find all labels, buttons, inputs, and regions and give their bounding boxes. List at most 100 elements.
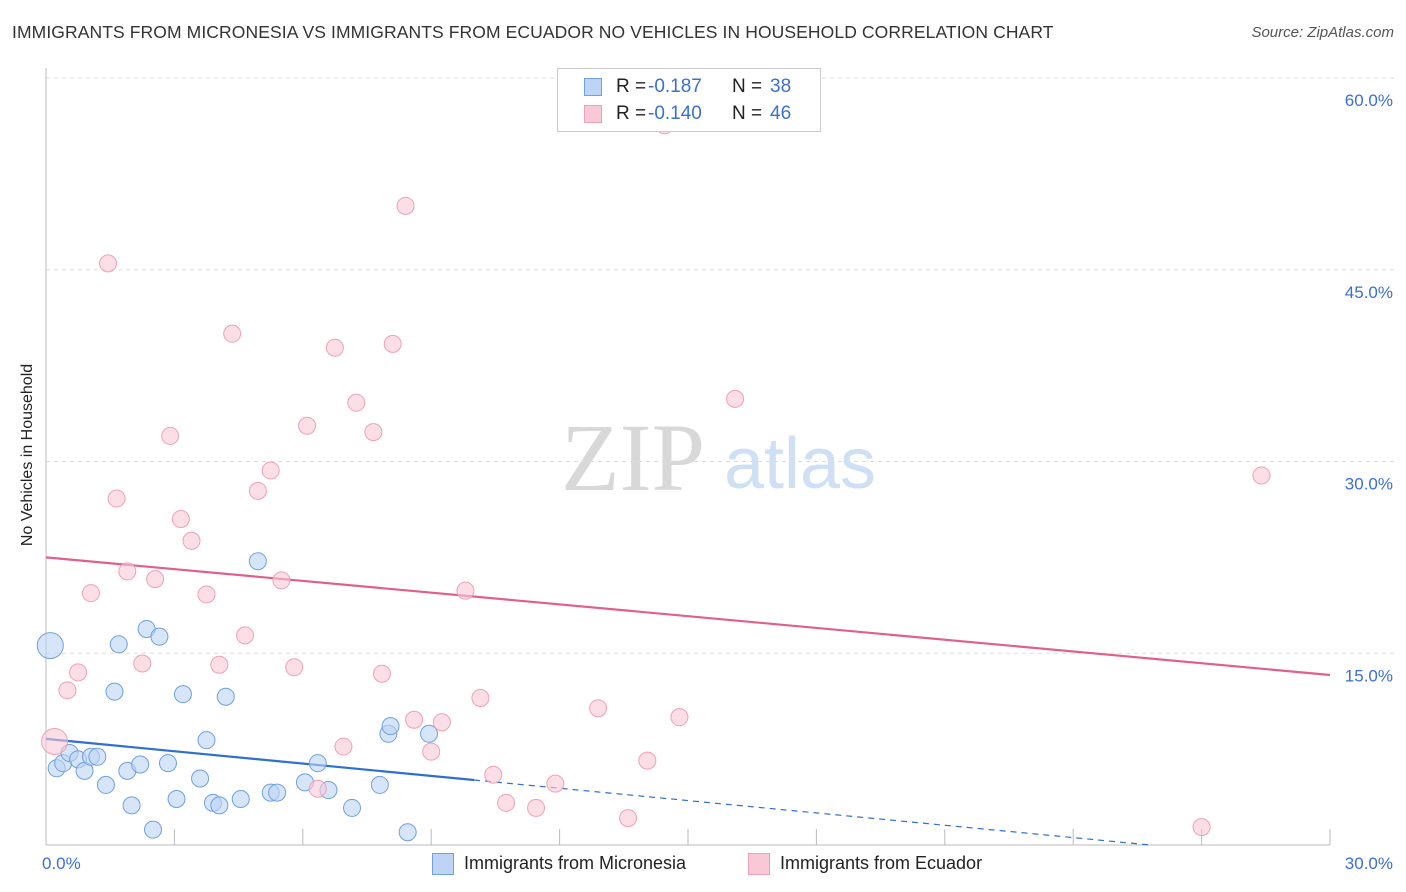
micronesia-point — [122, 796, 141, 815]
micronesia-point — [308, 754, 327, 773]
micronesia-point — [216, 687, 235, 706]
micronesia-point — [131, 755, 150, 774]
ecuador-point — [364, 423, 383, 442]
r-value-micronesia: -0.187 — [648, 76, 702, 97]
micronesia-point — [158, 754, 177, 773]
n-key-micronesia: N = — [732, 76, 763, 97]
micronesia-point — [343, 798, 362, 817]
micronesia-point — [231, 789, 250, 808]
micronesia-point — [105, 682, 124, 701]
ecuador-point — [171, 510, 190, 529]
ecuador-point — [546, 774, 565, 793]
ecuador-point — [285, 658, 304, 677]
ecuador-point — [456, 581, 475, 600]
ecuador-point — [334, 737, 353, 756]
ecuador-point — [298, 416, 317, 435]
ecuador-point — [272, 571, 291, 590]
ecuador-point — [210, 655, 229, 674]
ecuador-point — [58, 681, 77, 700]
ecuador-point — [197, 585, 216, 604]
ecuador-point — [383, 334, 402, 353]
ecuador-point — [248, 481, 267, 500]
micronesia-swatch — [584, 78, 602, 96]
ecuador-point — [422, 742, 441, 761]
y-tick-label: 15.0% — [1345, 666, 1393, 685]
ecuador-point — [236, 626, 255, 645]
micronesia-point — [150, 627, 169, 646]
micronesia-point — [420, 724, 439, 743]
y-tick-label: 60.0% — [1345, 91, 1393, 110]
ecuador-point — [372, 664, 391, 683]
r-key-micronesia: R = — [616, 76, 647, 97]
chart-title: IMMIGRANTS FROM MICRONESIA VS IMMIGRANTS… — [12, 22, 1054, 42]
n-value-ecuador: 46 — [770, 103, 792, 124]
legend-label-ecuador: Immigrants from Ecuador — [780, 853, 983, 873]
micronesia-point — [96, 775, 115, 794]
r-key-ecuador: R = — [616, 103, 647, 124]
x-tick-label: 0.0% — [42, 854, 81, 873]
ecuador-point — [638, 751, 657, 770]
stats-row-ecuador: R = -0.140 N = 46 — [558, 101, 820, 127]
y-tick-label: 30.0% — [1345, 475, 1393, 494]
stats-legend: R = -0.187 N = 38 R = -0.140 N = 46 — [557, 68, 821, 132]
ecuador-point — [497, 793, 516, 812]
micronesia-point — [210, 796, 229, 815]
ecuador-point — [81, 584, 100, 603]
ecuador-point — [261, 461, 280, 480]
ecuador-point — [396, 196, 415, 215]
stats-row-micronesia: R = -0.187 N = 38 — [558, 74, 820, 100]
ecuador-point — [308, 779, 327, 798]
micronesia-point — [370, 775, 389, 794]
ecuador-point — [182, 531, 201, 550]
ecuador-point — [726, 389, 745, 408]
ecuador-point — [107, 489, 126, 508]
ecuador-point — [347, 393, 366, 412]
r-value-ecuador: -0.140 — [648, 103, 702, 124]
legend-label-micronesia: Immigrants from Micronesia — [464, 853, 687, 873]
ecuador-point — [432, 713, 451, 732]
ecuador-point — [99, 254, 118, 273]
micronesia-point — [167, 789, 186, 808]
ecuador-point — [146, 570, 165, 589]
watermark-atlas: atlas — [724, 424, 876, 504]
micronesia-trend-extension — [473, 779, 1151, 846]
micronesia-trend-line — [45, 737, 475, 782]
micronesia-point — [268, 783, 287, 802]
micronesia-point — [173, 685, 192, 704]
micronesia-point — [381, 717, 400, 736]
ecuador-point — [223, 324, 242, 343]
ecuador-point — [471, 688, 490, 707]
ecuador-trend-line — [45, 556, 1331, 677]
micronesia-point — [398, 823, 417, 842]
ecuador-point — [670, 708, 689, 727]
ecuador-point — [1252, 466, 1271, 485]
source-label: Source: ZipAtlas.com — [1251, 24, 1394, 41]
micronesia-point — [144, 820, 162, 839]
ecuador-point — [527, 798, 546, 817]
ecuador-point — [484, 765, 503, 784]
ecuador-point — [69, 663, 88, 682]
ecuador-swatch — [584, 105, 602, 123]
ecuador-point — [1192, 818, 1211, 837]
micronesia-point — [191, 769, 210, 788]
ecuador-point — [405, 710, 424, 729]
x-tick-label: 30.0% — [1345, 854, 1393, 873]
ecuador-point — [619, 809, 638, 828]
ecuador-point — [325, 338, 344, 357]
legend-swatch-ecuador — [748, 853, 770, 875]
micronesia-point — [109, 635, 128, 654]
micronesia-point — [197, 731, 216, 750]
ecuador-point — [589, 699, 608, 718]
micronesia-point — [248, 552, 267, 571]
micronesia-point — [36, 632, 64, 660]
ecuador-point — [161, 426, 180, 445]
ecuador-point — [41, 727, 69, 755]
y-tick-label: 45.0% — [1345, 283, 1393, 302]
n-key-ecuador: N = — [732, 103, 763, 124]
n-value-micronesia: 38 — [770, 76, 792, 97]
legend-swatch-micronesia — [432, 853, 454, 875]
ecuador-point — [133, 654, 152, 673]
ecuador-point — [118, 562, 137, 581]
watermark-zip: ZIP — [561, 404, 705, 511]
micronesia-point — [88, 747, 107, 766]
